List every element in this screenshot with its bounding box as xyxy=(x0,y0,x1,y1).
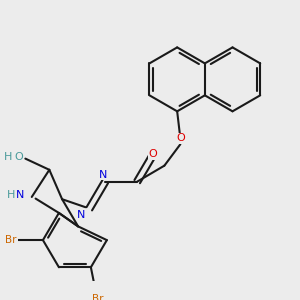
Text: O: O xyxy=(14,152,23,162)
Text: H: H xyxy=(4,152,12,162)
Text: O: O xyxy=(149,149,158,160)
Text: H: H xyxy=(7,190,15,200)
Text: O: O xyxy=(176,134,185,143)
Text: N: N xyxy=(98,169,107,180)
Text: N: N xyxy=(77,209,86,220)
Text: Br: Br xyxy=(92,294,103,300)
Text: Br: Br xyxy=(5,235,17,245)
Text: N: N xyxy=(15,190,24,200)
